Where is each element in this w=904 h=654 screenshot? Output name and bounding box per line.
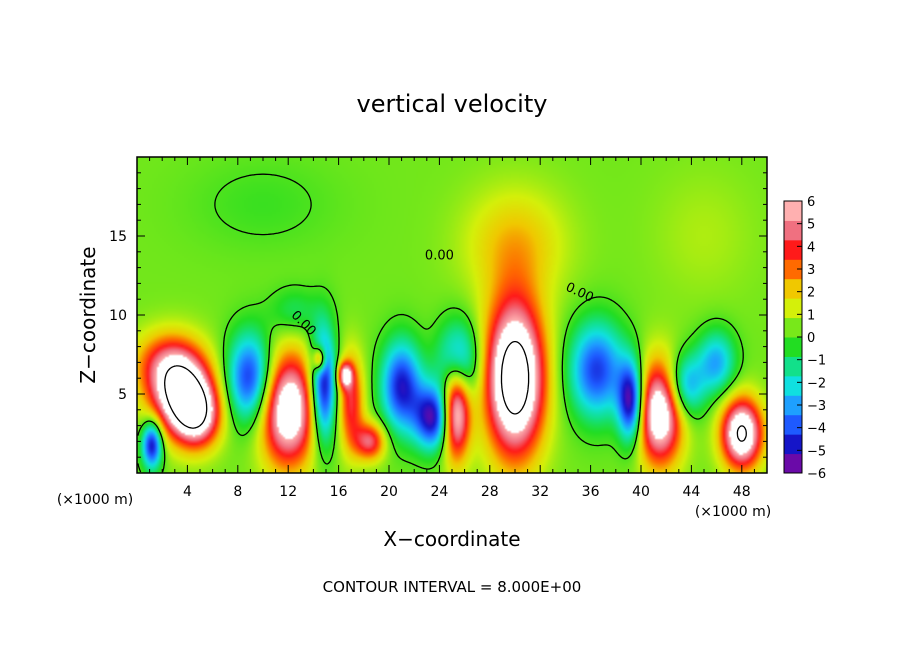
colorbar-tick-label: −5 <box>807 444 826 459</box>
colorbar-tick-label: 5 <box>807 218 815 233</box>
y-axis: 5 10 15 <box>109 172 767 458</box>
colorbar-swatch <box>784 375 802 396</box>
contour-lines <box>137 173 747 473</box>
contour-line <box>137 173 744 473</box>
y-tick-label: 10 <box>109 308 127 324</box>
colorbar-swatch <box>784 356 802 377</box>
colorbar-swatch <box>784 298 802 319</box>
colorbar-tick-label: 0 <box>807 331 815 346</box>
x-tick-label: 40 <box>632 484 650 500</box>
colorbar-tick-label: −4 <box>807 422 826 437</box>
colorbar-swatch <box>784 259 802 280</box>
contour-line <box>164 340 747 442</box>
x-tick-label: 44 <box>682 484 700 500</box>
colorbar-tick-label: −3 <box>807 399 826 414</box>
x-unit-right: (×1000 m) <box>695 504 771 520</box>
x-tick-label: 24 <box>430 484 448 500</box>
x-tick-label: 16 <box>330 484 348 500</box>
colorbar-swatch <box>784 337 802 357</box>
contour-label: 0.00 <box>425 249 454 264</box>
x-tick-label: 8 <box>233 484 242 500</box>
colorbar-tick-label: −6 <box>807 467 826 482</box>
colorbar-tick-label: 6 <box>807 195 815 210</box>
x-unit-left: (×1000 m) <box>57 492 133 508</box>
colorbar-swatch <box>784 201 802 221</box>
colorbar-swatch <box>784 317 802 338</box>
y-axis-label: Z−coordinate <box>76 246 100 383</box>
heatmap-image <box>137 157 767 473</box>
colorbar-tick-label: −1 <box>807 354 826 369</box>
contour-interval-footer: CONTOUR INTERVAL = 8.000E+00 <box>323 578 582 596</box>
colorbar-swatch <box>784 453 802 474</box>
y-tick-label: 5 <box>118 387 127 403</box>
x-tick-label: 12 <box>279 484 297 500</box>
x-axis-label: X−coordinate <box>383 527 520 551</box>
colorbar-tick-label: 3 <box>807 263 815 278</box>
x-tick-label: 4 <box>183 484 192 500</box>
colorbar-tick-label: 1 <box>807 308 815 323</box>
plot-area: 0.000.000.00 <box>136 156 768 474</box>
colorbar-swatch <box>784 395 802 416</box>
colorbar-swatch <box>784 239 802 260</box>
x-tick-label: 36 <box>582 484 600 500</box>
colorbar-swatch <box>784 220 802 241</box>
colorbar-swatch <box>784 278 802 299</box>
colorbar-tick-label: −2 <box>807 376 826 391</box>
x-axis: 4 8 12 16 20 24 28 32 36 40 44 48 <box>149 157 755 500</box>
x-tick-label: 20 <box>380 484 398 500</box>
x-tick-label: 28 <box>481 484 499 500</box>
colorbar: 6 5 4 3 2 1 0 −1 −2 −3 −4 −5 −6 <box>783 195 826 482</box>
x-tick-label: 48 <box>733 484 751 500</box>
x-tick-label: 32 <box>531 484 549 500</box>
colorbar-swatch <box>784 414 802 435</box>
colorbar-swatch <box>784 434 802 455</box>
colorbar-tick-label: 2 <box>807 286 815 301</box>
chart-title: vertical velocity <box>357 90 548 118</box>
colorbar-tick-label: 4 <box>807 240 815 255</box>
y-tick-label: 15 <box>109 229 127 245</box>
